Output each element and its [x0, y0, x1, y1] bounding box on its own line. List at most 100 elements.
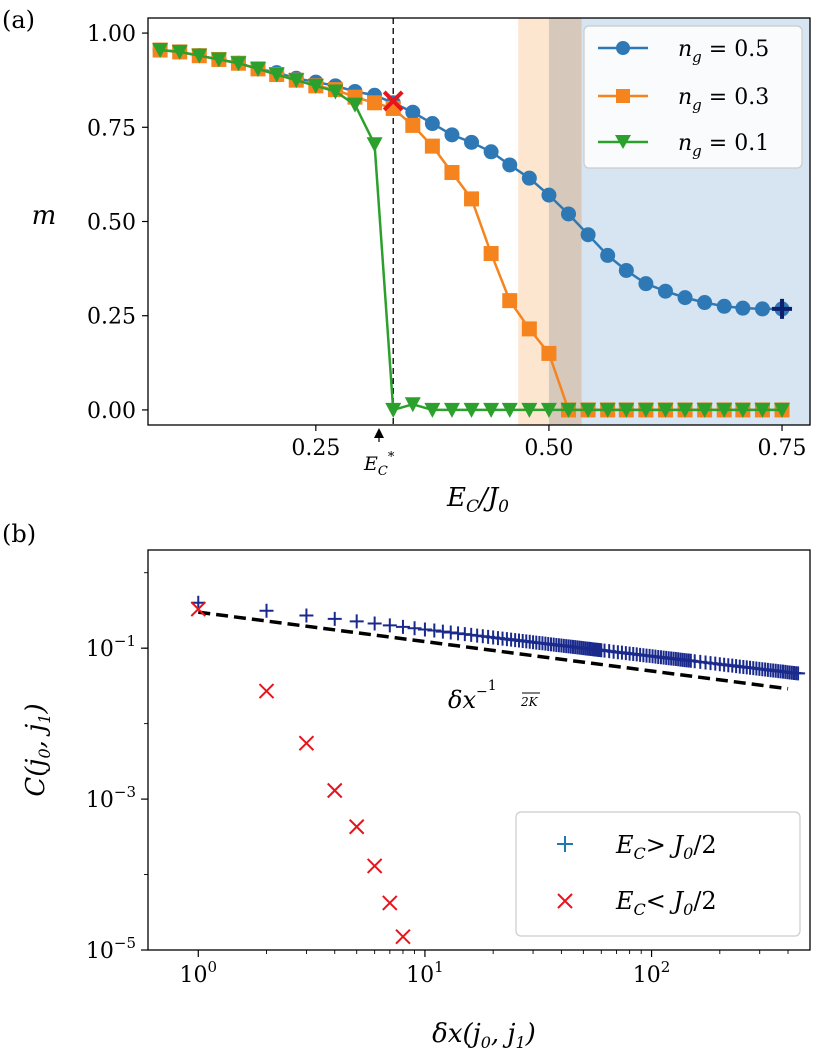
x-tick-label: 101 — [406, 958, 444, 988]
data-point — [464, 134, 480, 150]
data-point — [327, 84, 344, 100]
fit-annotation-denominator: 2K — [520, 695, 539, 709]
endpoint-marker — [772, 298, 793, 319]
legend-label-ng-0.5: ng = 0.5 — [678, 37, 769, 66]
data-point — [405, 104, 421, 120]
data-point-x — [382, 895, 398, 911]
x-tick-label: 0.75 — [758, 436, 807, 461]
critical-arrow-head — [374, 428, 384, 438]
panel-a: (a) 0.25 0.50 0.75 0.00 0.25 0.50 0.75 1.00 m E… — [2, 6, 811, 517]
data-point — [483, 402, 500, 418]
data-point-plus — [395, 619, 410, 634]
data-point-plus — [349, 614, 364, 629]
data-point — [716, 402, 733, 418]
x-tick-label: 0.25 — [291, 436, 340, 461]
data-point-plus — [259, 603, 274, 618]
critical-point-marker — [382, 90, 404, 112]
data-point-plus — [427, 623, 442, 638]
data-point-x — [298, 735, 315, 751]
data-point — [250, 61, 267, 77]
data-point — [541, 187, 557, 203]
panel-b: (b) 100 101 102 10−5 10−3 10−1 δx−1 2K δx(j0,… — [2, 520, 811, 1052]
data-point — [307, 78, 324, 94]
fit-annotation: δx−1 — [448, 678, 497, 714]
data-point — [443, 402, 460, 418]
data-point — [464, 191, 480, 207]
data-point-x — [395, 929, 411, 945]
y-axis-label-b: C(j0, j1) — [21, 703, 54, 796]
data-point — [152, 43, 169, 59]
data-point — [677, 402, 694, 418]
data-point-plus — [407, 621, 422, 636]
data-point — [367, 95, 383, 111]
x-axis-label-a: EC/J0 — [446, 483, 509, 517]
series-above — [191, 595, 806, 681]
data-point-x — [258, 683, 275, 699]
y-axis-label-a: m — [32, 201, 57, 231]
series-group — [152, 42, 793, 418]
data-point-plus — [382, 618, 397, 633]
data-point — [657, 402, 674, 418]
data-point — [618, 402, 635, 418]
data-point-x — [366, 858, 383, 874]
data-point — [540, 402, 557, 418]
data-point — [560, 402, 577, 418]
series-below — [190, 601, 411, 945]
data-point — [521, 402, 538, 418]
legend-marker-x — [557, 893, 573, 909]
data-point — [677, 290, 693, 306]
data-point — [716, 298, 732, 314]
data-point — [734, 402, 751, 418]
legend-label-above: EC> J0/2 — [615, 831, 717, 863]
data-point-x — [327, 782, 343, 799]
data-point — [657, 283, 673, 299]
legend-a: ng = 0.5 ng = 0.3 ng = 0.1 — [583, 25, 803, 169]
y-tick-label: 10−5 — [86, 934, 136, 964]
data-point — [404, 397, 421, 413]
data-point — [521, 321, 537, 337]
data-point-x — [190, 601, 206, 617]
x-tick-label: 102 — [633, 958, 671, 988]
data-point — [580, 227, 596, 243]
data-point — [561, 206, 577, 222]
data-point — [230, 56, 247, 72]
data-point — [600, 247, 616, 263]
data-point — [697, 295, 713, 311]
data-point — [171, 44, 188, 60]
data-point — [754, 402, 771, 418]
legend-marker-triangle — [615, 135, 631, 149]
legend-item-ng-0.3: ng = 0.3 — [598, 85, 769, 114]
data-point — [501, 402, 518, 418]
data-point — [385, 402, 402, 418]
data-point — [405, 117, 421, 133]
data-point — [444, 127, 460, 143]
x-axis-label-b: δx(j0, j1) — [432, 1019, 536, 1052]
x-tick-label: 0.50 — [524, 436, 573, 461]
data-point-x — [348, 819, 365, 835]
data-point-plus — [191, 595, 206, 610]
legend-marker-circle — [616, 41, 630, 55]
series-group-b — [190, 595, 806, 945]
data-point — [638, 276, 654, 292]
data-point-plus — [367, 616, 382, 631]
legend-item-below: EC< J0/2 — [557, 887, 717, 919]
legend-marker-plus — [557, 836, 573, 852]
data-point — [444, 165, 460, 181]
data-point — [210, 52, 227, 68]
data-point-plus — [327, 611, 342, 626]
data-point — [268, 67, 285, 83]
legend-b-box — [515, 811, 801, 937]
data-point — [774, 402, 791, 418]
critical-label: EC* — [363, 450, 395, 479]
data-point — [483, 144, 499, 160]
data-point — [346, 97, 363, 113]
data-point — [637, 402, 654, 418]
y-tick-label: 10−1 — [86, 632, 136, 662]
data-point — [366, 137, 383, 153]
data-point — [424, 402, 441, 418]
data-point — [580, 402, 597, 418]
data-point — [735, 300, 751, 316]
data-point — [424, 116, 440, 132]
data-point — [696, 402, 713, 418]
